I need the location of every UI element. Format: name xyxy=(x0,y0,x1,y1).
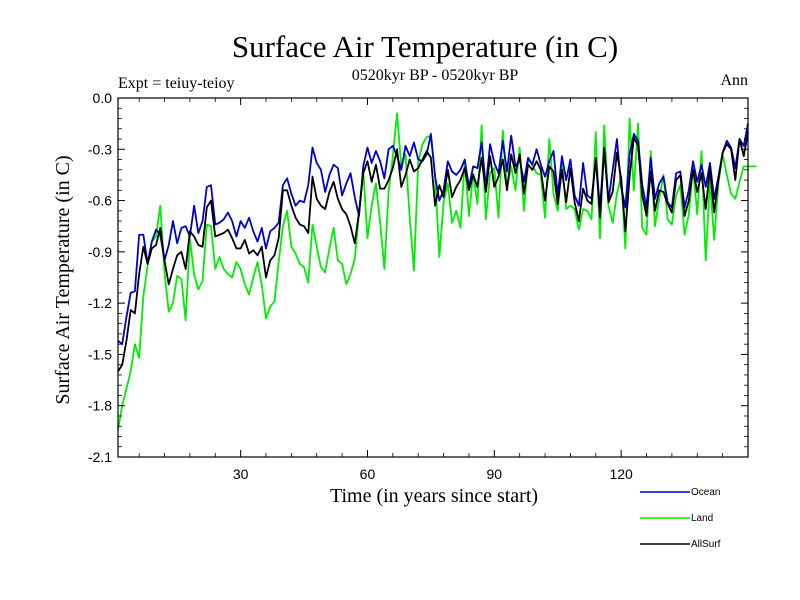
ticks-layer: 0.0 -0.3 -0.6 -0.9 -1.2 -1.5 -1.8 -2.1 30 60 90 120 xyxy=(88,90,748,482)
legend-label-land: Land xyxy=(691,513,713,524)
y-axis-label: Surface Air Temperature (in C) xyxy=(52,155,74,404)
y-tick-label: -1.5 xyxy=(88,346,112,362)
y-tick-label: -2.1 xyxy=(88,449,112,465)
series-line-allsurf xyxy=(117,132,749,372)
x-axis-label: Time (in years since start) xyxy=(330,485,538,507)
x-tick-label: 30 xyxy=(233,466,249,482)
y-tick-label: -1.2 xyxy=(88,295,112,311)
series-line-land xyxy=(117,112,757,430)
x-tick-label: 90 xyxy=(487,466,503,482)
plot-area: 0.0 -0.3 -0.6 -0.9 -1.2 -1.5 -1.8 -2.1 30 60 90 120 xyxy=(88,90,757,482)
legend-label-allsurf: AllSurf xyxy=(691,539,721,550)
legend-label-ocean: Ocean xyxy=(691,487,720,498)
x-tick-label: 120 xyxy=(609,466,633,482)
plot-frame xyxy=(117,97,749,458)
x-tick-label: 60 xyxy=(360,466,376,482)
chart-title: Surface Air Temperature (in C) xyxy=(232,29,618,64)
experiment-label: Expt = teiuy-teioy xyxy=(118,75,235,92)
y-tick-label: -0.6 xyxy=(88,193,112,209)
series-layer xyxy=(117,112,757,430)
y-tick-label: -1.8 xyxy=(88,398,112,414)
series-line-ocean xyxy=(117,123,749,346)
chart-subtitle: 0520kyr BP - 0520kyr BP xyxy=(352,67,519,84)
y-tick-label: 0.0 xyxy=(93,90,113,106)
season-label: Ann xyxy=(720,72,748,89)
y-tick-label: -0.3 xyxy=(88,141,112,157)
y-tick-label: -0.9 xyxy=(88,244,112,260)
legend: Ocean Land AllSurf xyxy=(640,487,721,550)
